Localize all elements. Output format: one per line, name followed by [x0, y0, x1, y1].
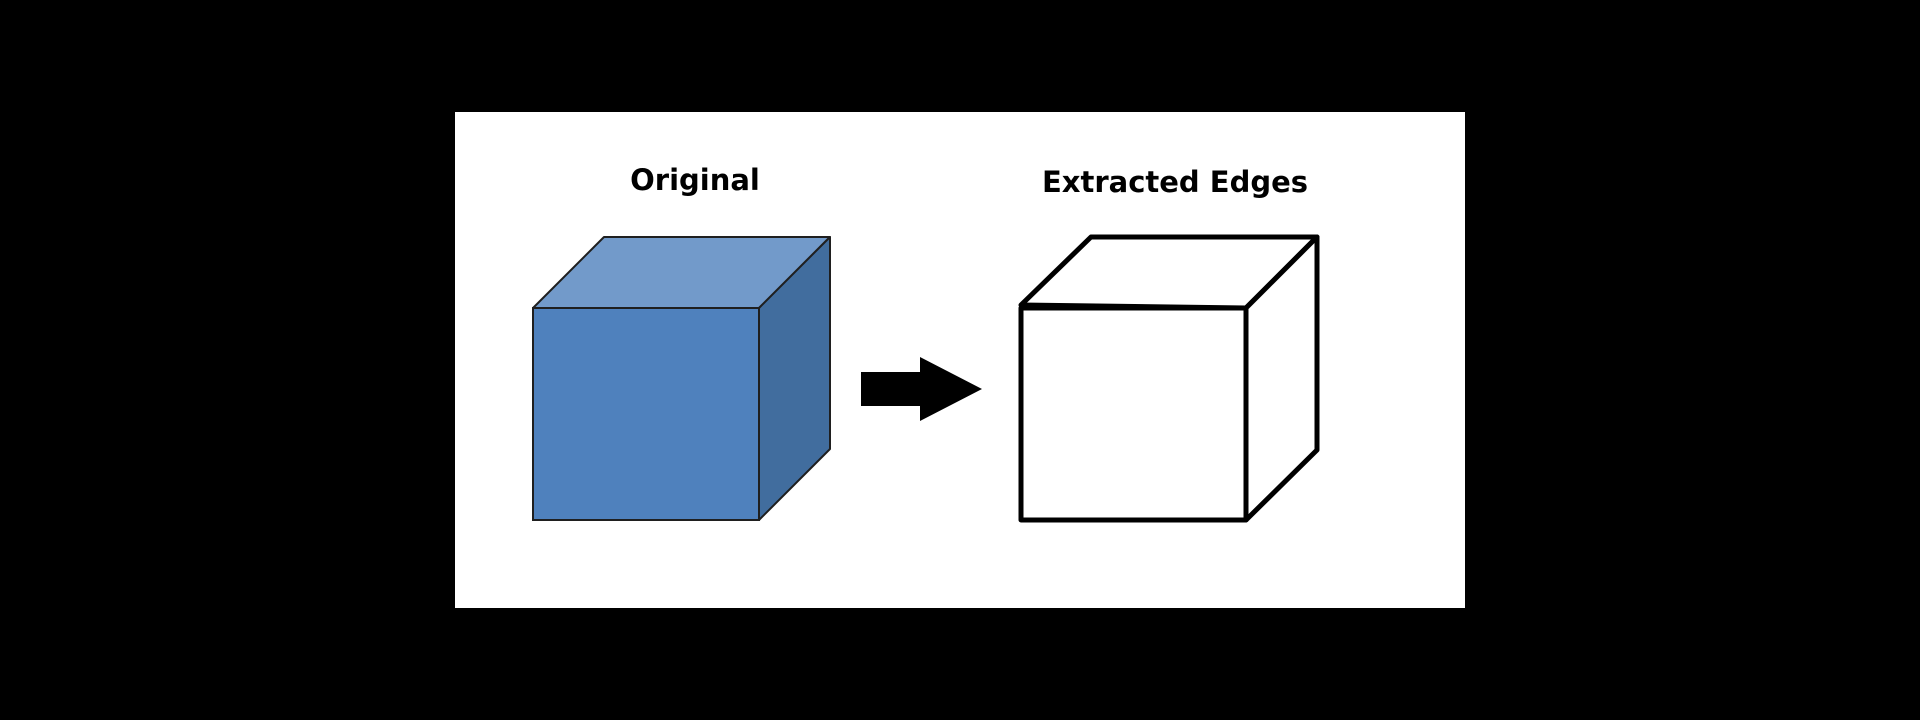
- diagram-graphics: [532, 234, 1320, 523]
- original-cube-icon: [532, 236, 831, 521]
- extracted-edges-title: Extracted Edges: [1041, 165, 1309, 199]
- right-arrow-icon: [861, 357, 982, 421]
- edge-cube-icon: [1018, 234, 1320, 523]
- edge-cube-front-face: [1018, 305, 1249, 523]
- original-title: Original: [630, 163, 760, 197]
- diagram-canvas: Original Extracted Edges: [455, 112, 1465, 608]
- cube-front-face: [532, 307, 760, 521]
